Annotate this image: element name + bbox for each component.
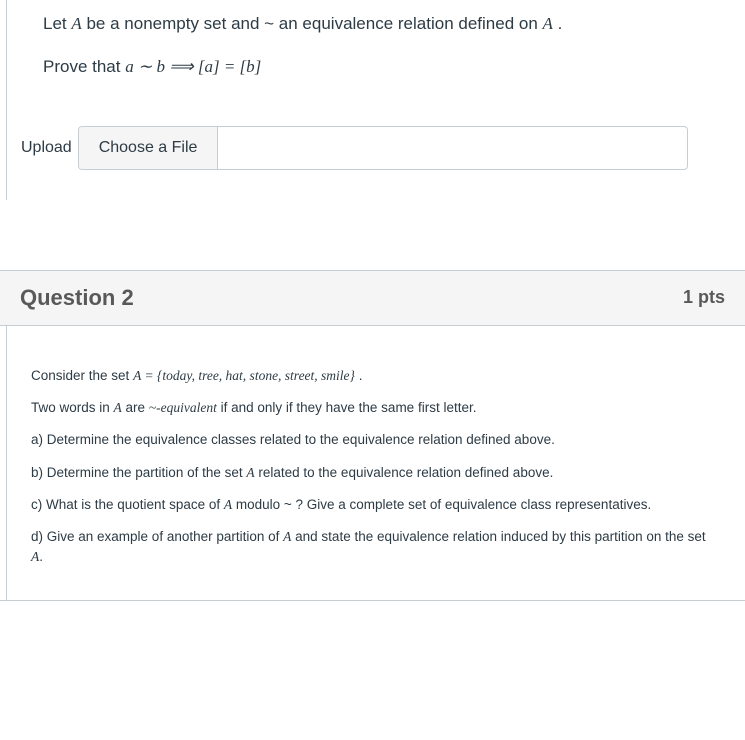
question-2-header: Question 2 1 pts <box>0 271 745 326</box>
text-fragment: related to the equivalence relation defi… <box>255 465 554 480</box>
file-input-widget[interactable]: Choose a File <box>78 126 688 170</box>
text-fragment: Two words in <box>31 400 114 415</box>
q2-def: Two words in A are ~-equivalent if and o… <box>31 398 721 418</box>
math-var: A <box>224 497 232 512</box>
q1-line-2: Prove that a ∼ b ⟹ [a] = [b] <box>43 53 709 82</box>
text-fragment: if and only if they have the same first … <box>217 400 477 415</box>
upload-row: Upload Choose a File <box>21 126 725 170</box>
text-fragment: be a nonempty set and ~ an equivalence r… <box>82 14 543 33</box>
q2-part-d: d) Give an example of another partition … <box>31 527 721 568</box>
text-fragment: d) Give an example of another partition … <box>31 529 283 544</box>
text-fragment: Prove that <box>43 57 125 76</box>
text-fragment: modulo ~ ? Give a complete set of equiva… <box>232 497 651 512</box>
question-2-points: 1 pts <box>683 287 725 308</box>
file-name-display <box>218 127 686 169</box>
text-fragment: . <box>355 368 363 383</box>
q1-line-1: Let A be a nonempty set and ~ an equival… <box>43 10 709 39</box>
q2-part-a: a) Determine the equivalence classes rel… <box>31 430 721 450</box>
question-2-container: Question 2 1 pts Consider the set A = {t… <box>0 270 745 601</box>
q2-part-c: c) What is the quotient space of A modul… <box>31 495 721 515</box>
math-var: A <box>246 465 254 480</box>
math-var: A <box>543 14 553 33</box>
text-fragment: b) Determine the partition of the set <box>31 465 246 480</box>
question-2-body: Consider the set A = {today, tree, hat, … <box>6 326 745 600</box>
text-fragment: and state the equivalence relation induc… <box>291 529 705 544</box>
math-var: A <box>31 549 39 564</box>
math-var: A <box>114 400 122 415</box>
question-1-text: Let A be a nonempty set and ~ an equival… <box>27 0 725 126</box>
text-fragment: . <box>553 14 562 33</box>
question-1-body: Let A be a nonempty set and ~ an equival… <box>6 0 745 200</box>
upload-label: Upload <box>21 129 78 167</box>
math-expr: A = {today, tree, hat, stone, street, sm… <box>133 368 355 383</box>
text-fragment: Consider the set <box>31 368 133 383</box>
question-2-title: Question 2 <box>20 285 134 311</box>
text-fragment: are <box>122 400 149 415</box>
text-fragment: c) What is the quotient space of <box>31 497 224 512</box>
choose-file-button[interactable]: Choose a File <box>79 127 219 169</box>
math-var: A <box>71 14 81 33</box>
term: ~-equivalent <box>149 400 217 415</box>
text-fragment: . <box>39 549 43 564</box>
text-fragment: Let <box>43 14 71 33</box>
q2-part-b: b) Determine the partition of the set A … <box>31 463 721 483</box>
q2-intro: Consider the set A = {today, tree, hat, … <box>31 366 721 386</box>
math-expr: a ∼ b ⟹ [a] = [b] <box>125 57 261 76</box>
